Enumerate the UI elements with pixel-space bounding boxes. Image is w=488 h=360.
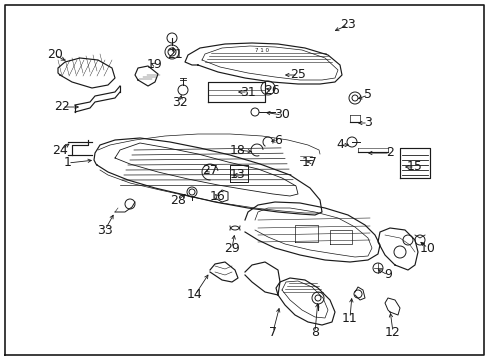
Text: 3: 3 [364,117,371,130]
Text: 32: 32 [172,95,187,108]
Text: 24: 24 [52,144,68,157]
Text: 19: 19 [147,58,163,72]
Text: 1: 1 [64,157,72,170]
Text: 33: 33 [97,224,113,237]
Text: 13: 13 [230,168,245,181]
Text: 15: 15 [406,161,422,174]
Text: 16: 16 [210,190,225,203]
Text: 8: 8 [310,325,318,338]
Text: 9: 9 [383,269,391,282]
Text: 17: 17 [302,156,317,168]
Text: 11: 11 [342,311,357,324]
Text: 31: 31 [240,85,255,99]
Text: 2: 2 [385,147,393,159]
Text: 27: 27 [202,163,218,176]
Text: 21: 21 [167,49,183,62]
Text: 10: 10 [419,242,435,255]
Text: 20: 20 [47,49,63,62]
Text: 6: 6 [273,134,282,147]
Text: 4: 4 [335,139,343,152]
Text: 22: 22 [54,100,70,113]
Text: 7 1 0: 7 1 0 [254,48,268,53]
Text: 12: 12 [385,325,400,338]
Text: 23: 23 [340,18,355,31]
Text: 26: 26 [264,84,279,96]
Text: 30: 30 [273,108,289,122]
Text: 7: 7 [268,325,276,338]
Text: 25: 25 [289,68,305,81]
Text: 29: 29 [224,242,240,255]
Text: 5: 5 [363,89,371,102]
Text: 18: 18 [229,144,245,157]
Text: 14: 14 [187,288,203,302]
Text: 28: 28 [170,194,185,207]
